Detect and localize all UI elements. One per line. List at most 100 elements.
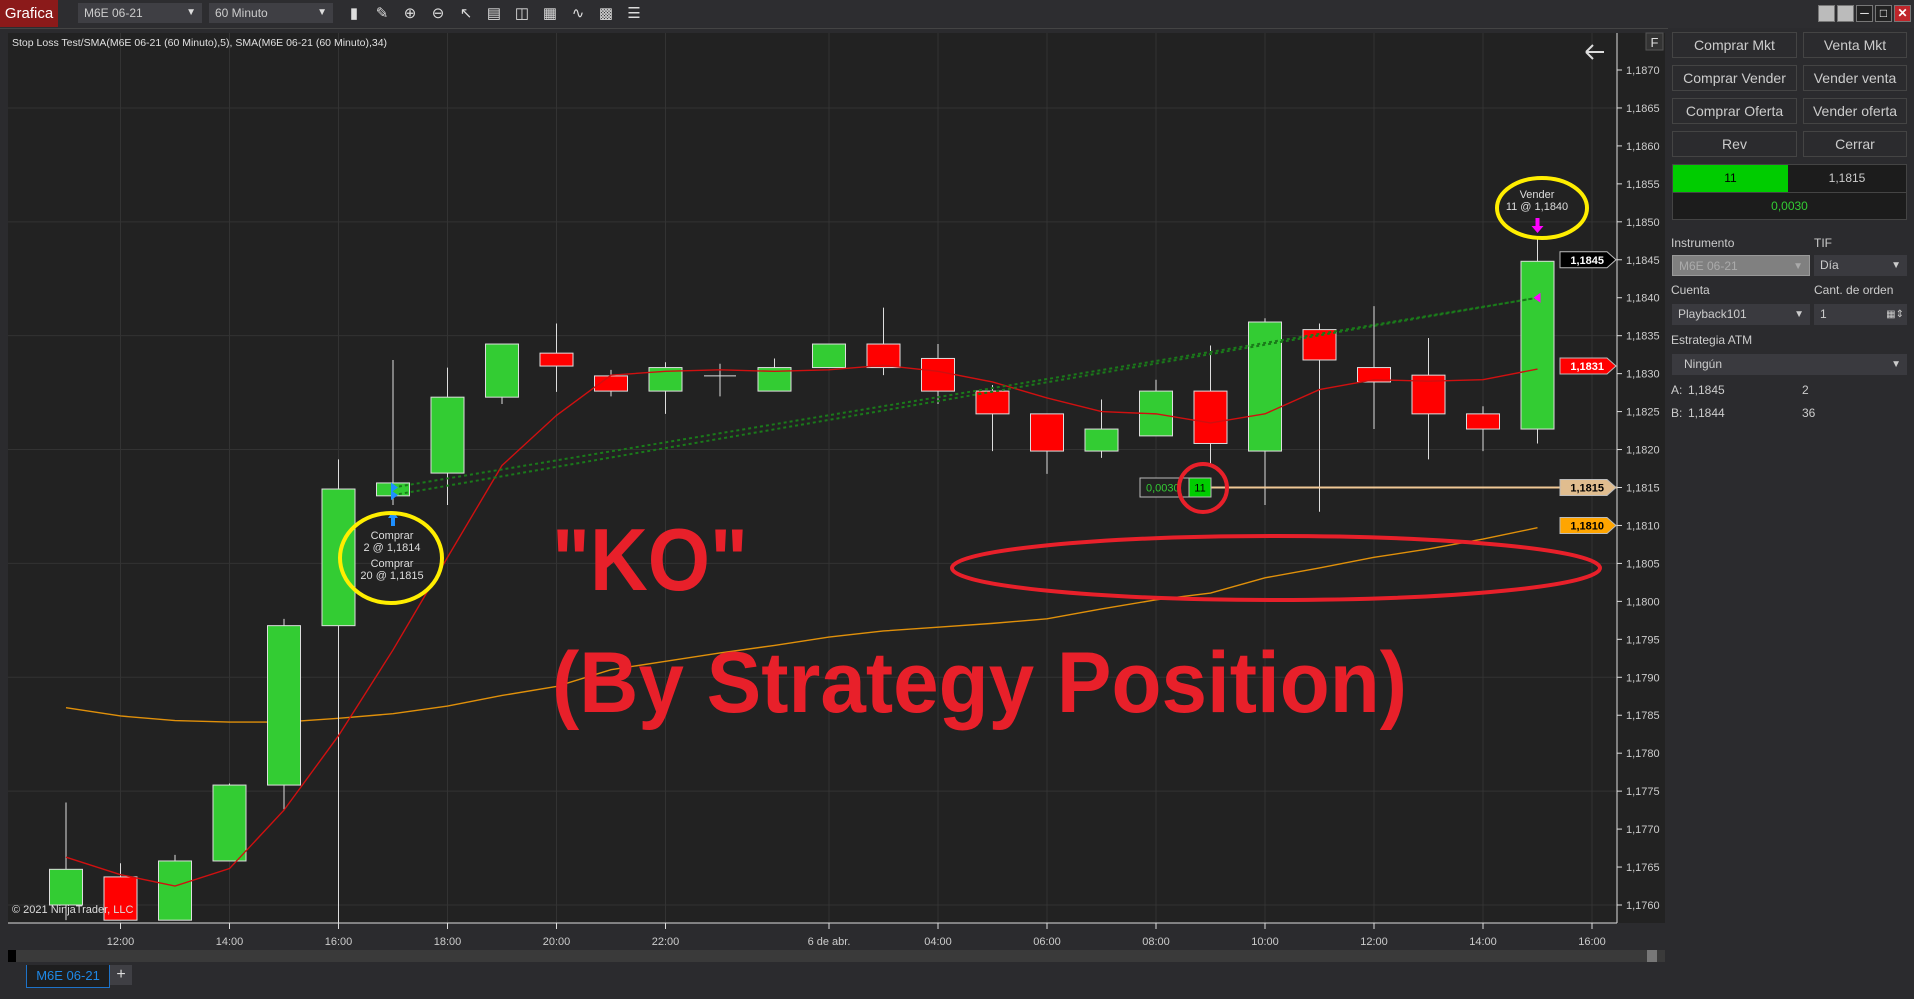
sell-arrow-icon — [1531, 218, 1544, 233]
pointer-icon[interactable]: ↖ — [459, 5, 473, 22]
instrument-selector[interactable]: M6E 06-21 ▼ — [78, 3, 202, 23]
sma5-series — [65, 364, 1538, 887]
drawing-pencil-icon[interactable]: ✎ — [375, 5, 389, 22]
candle-up — [49, 868, 83, 906]
y-tick-label: 1,1775 — [1626, 786, 1660, 798]
price-tag-label: 1,1810 — [1570, 520, 1604, 532]
candle-up — [485, 343, 519, 398]
chart-tab-bar: M6E 06-21 + — [0, 963, 1914, 999]
f-button[interactable] — [1645, 32, 1664, 51]
buy-ask-button[interactable]: Comprar Vender — [1672, 65, 1797, 91]
sell-execution-marker — [1533, 292, 1541, 303]
add-tab-button[interactable]: + — [110, 965, 132, 985]
candle-up — [430, 396, 465, 474]
zoom-out-icon[interactable]: ⊖ — [431, 5, 445, 22]
x-tick-label: 10:00 — [1251, 936, 1279, 948]
tif-select[interactable]: Día ▼ — [1814, 255, 1907, 276]
y-tick-label: 1,1785 — [1626, 710, 1660, 722]
entry-label: 20 @ 1,1815 — [360, 570, 423, 582]
chart-background — [8, 33, 1665, 923]
y-tick-label: 1,1835 — [1626, 331, 1660, 343]
atm-strategy-select[interactable]: Ningún ▼ — [1672, 354, 1907, 375]
position-avg-price: 1,1815 — [1828, 171, 1866, 185]
x-axis[interactable]: 12:00 14:00 16:00 18:00 20:00 22:00 6 de abr. 0… — [107, 923, 1606, 948]
candle-up — [212, 784, 247, 862]
x-tick-label: 12:00 — [107, 936, 135, 948]
executions — [388, 218, 1544, 526]
x-tick-label: 14:00 — [1469, 936, 1497, 948]
sell-bid-button[interactable]: Vender oferta — [1803, 98, 1907, 124]
horizontal-scrollbar[interactable] — [8, 950, 1665, 962]
account-select[interactable]: Playback101 ▼ — [1672, 304, 1810, 325]
annotation-ko: "KO" — [552, 510, 748, 609]
chevron-down-icon: ▼ — [186, 7, 196, 18]
list-icon[interactable]: ☰ — [627, 5, 641, 22]
y-tick-label: 1,1850 — [1626, 217, 1660, 229]
price-tags: 1,1845 1,1831 1,1815 1,1810 — [1559, 251, 1617, 534]
position-display: 11 1,1815 0,0030 — [1672, 164, 1907, 220]
order-qty-label: Cant. de orden — [1814, 283, 1894, 297]
entry-label: Comprar — [371, 530, 414, 542]
position-qty-box[interactable] — [1188, 477, 1212, 498]
sma34-series — [65, 527, 1538, 723]
candle-down — [103, 876, 138, 921]
chevron-down-icon: ▼ — [317, 7, 327, 18]
bar-type-icon[interactable]: ▮​ — [349, 5, 359, 22]
calculator-stepper-icon[interactable]: ▦⇕ — [1886, 309, 1904, 320]
exit-label: 11 @ 1,1840 — [1506, 201, 1568, 213]
price-chart[interactable]: Stop Loss Test/SMA(M6E 06-21 (60 Minuto)… — [0, 28, 1668, 963]
minimize-icon[interactable]: ─ — [1856, 5, 1873, 22]
window-option-button[interactable] — [1837, 5, 1854, 22]
sma-highlight-ellipse — [950, 534, 1602, 602]
maximize-icon[interactable]: □ — [1875, 5, 1892, 22]
annotation-subtitle: (By Strategy Position) — [552, 635, 1407, 731]
buy-market-button[interactable]: Comprar Mkt — [1672, 32, 1797, 58]
instrument-select[interactable]: M6E 06-21 ▼ — [1672, 255, 1810, 276]
window-option-button[interactable] — [1818, 5, 1835, 22]
chevron-down-icon: ▼ — [1891, 359, 1901, 370]
tab-m6e-06-21[interactable]: M6E 06-21 — [26, 965, 110, 988]
y-tick-label: 1,1825 — [1626, 407, 1660, 419]
x-tick-label: 16:00 — [1578, 936, 1606, 948]
x-tick-label: 08:00 — [1142, 936, 1170, 948]
interval-selector[interactable]: 60 Minuto ▼ — [209, 3, 333, 23]
x-tick-label: 22:00 — [652, 936, 680, 948]
sell-market-button[interactable]: Venta Mkt — [1803, 32, 1907, 58]
sell-ask-button[interactable]: Vender venta — [1803, 65, 1907, 91]
price-tag-label: 1,1845 — [1570, 255, 1604, 267]
buy-bid-button[interactable]: Comprar Oferta — [1672, 98, 1797, 124]
position-pnl: 0,0030 — [1146, 482, 1180, 494]
bid-size: 36 — [1802, 406, 1816, 420]
y-tick-label: 1,1845 — [1626, 255, 1660, 267]
f-button-label: F — [1651, 35, 1659, 50]
close-position-button[interactable]: Cerrar — [1803, 131, 1907, 157]
properties-icon[interactable]: ▩ — [598, 5, 614, 22]
back-button[interactable] — [1585, 44, 1604, 60]
instrument-label: Instrumento — [1671, 236, 1735, 250]
price-tag — [1559, 479, 1617, 496]
chevron-down-icon: ▼ — [1793, 261, 1803, 272]
y-axis[interactable]: 1,1870 1,1865 1,1860 1,1855 1,1850 1,1845 1,18… — [1617, 65, 1660, 912]
close-icon[interactable]: ✕ — [1894, 5, 1911, 22]
candle-up — [812, 343, 846, 369]
chart-trader-icon[interactable]: ◫ — [514, 5, 530, 22]
y-tick-label: 1,1805 — [1626, 558, 1660, 570]
zoom-in-icon[interactable]: ⊕ — [403, 5, 417, 22]
y-tick-label: 1,1865 — [1626, 103, 1660, 115]
order-qty-input[interactable]: 1 ▦⇕ — [1814, 304, 1907, 325]
candle-down — [1357, 367, 1391, 383]
scroll-left-button[interactable] — [8, 950, 16, 962]
bid-price: 1,1844 — [1688, 406, 1725, 420]
x-tick-label: 18:00 — [434, 936, 462, 948]
copyright: © 2021 NinjaTrader, LLC — [12, 904, 133, 916]
candle-down — [1030, 413, 1064, 452]
candle-down — [921, 357, 955, 392]
indicators-icon[interactable]: ▦ — [542, 5, 558, 22]
strategies-icon[interactable]: ∿ — [571, 5, 585, 22]
atm-strategy-value: Ningún — [1684, 357, 1723, 371]
y-tick-label: 1,1840 — [1626, 293, 1660, 305]
scrollbar-thumb[interactable] — [1647, 950, 1657, 962]
reverse-button[interactable]: Rev — [1672, 131, 1797, 157]
data-box-icon[interactable]: ▤ — [486, 5, 502, 22]
position-pnl: 0,0030 — [1673, 192, 1906, 220]
